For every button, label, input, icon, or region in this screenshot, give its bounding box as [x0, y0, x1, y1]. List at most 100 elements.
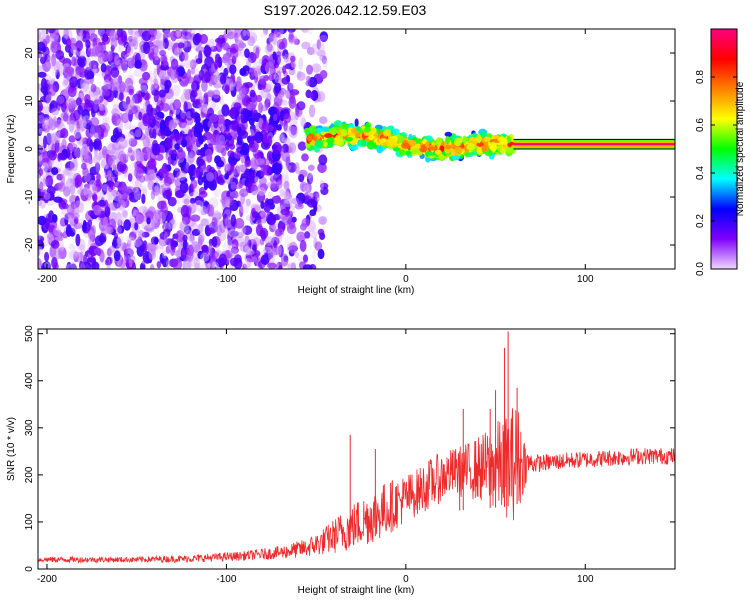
heatmap-cell — [259, 183, 268, 191]
heatmap-cell — [128, 236, 136, 248]
heatmap-cell — [114, 55, 120, 66]
heatmap-cell — [229, 257, 239, 267]
heatmap-cell — [314, 241, 323, 252]
heatmap-cell — [200, 218, 210, 227]
heatmap-cell — [220, 196, 230, 205]
heatmap-cell — [218, 253, 227, 266]
heatmap-cell — [180, 93, 190, 104]
heatmap-cell — [192, 33, 201, 46]
heatmap-cell — [104, 259, 109, 266]
heatmap-cell — [240, 29, 251, 41]
heatmap-cell — [309, 92, 314, 100]
heatmap-cell — [279, 188, 286, 197]
spectrogram-y-tick-label: 0 — [24, 146, 35, 152]
heatmap-cell — [451, 154, 460, 161]
heatmap-cell — [250, 67, 257, 77]
heatmap-cell — [57, 224, 63, 232]
heatmap-cell — [105, 226, 114, 234]
heatmap-cell — [149, 264, 155, 269]
heatmap-cell — [288, 67, 296, 76]
heatmap-cell — [112, 60, 120, 68]
heatmap-cell — [308, 104, 316, 118]
heatmap-cell — [319, 42, 325, 55]
heatmap-cell — [103, 74, 112, 83]
heatmap-cell — [85, 57, 92, 71]
heatmap-cell — [92, 155, 101, 164]
heatmap-cell — [74, 174, 83, 187]
heatmap-cell — [179, 181, 189, 194]
heatmap-cell — [79, 29, 84, 41]
heatmap-cell — [38, 199, 42, 206]
heatmap-cell — [173, 70, 179, 79]
heatmap-cell — [218, 228, 227, 242]
heatmap-cell — [236, 76, 242, 89]
heatmap-cell — [177, 159, 186, 168]
heatmap-cell — [239, 204, 244, 218]
heatmap-cell — [72, 244, 79, 256]
heatmap-cell — [75, 78, 85, 89]
heatmap-cell — [414, 143, 422, 149]
heatmap-cell — [429, 146, 437, 151]
heatmap-cell — [176, 197, 181, 207]
heatmap-cell — [288, 142, 294, 149]
heatmap-cell — [184, 165, 189, 173]
heatmap-cell — [147, 180, 155, 191]
heatmap-cell — [55, 69, 60, 80]
heatmap-cell — [258, 117, 263, 126]
heatmap-cell — [107, 188, 113, 201]
heatmap-cell — [274, 228, 283, 237]
heatmap-cell — [282, 137, 289, 146]
heatmap-cell — [76, 29, 83, 37]
heatmap-cell — [90, 83, 97, 93]
heatmap-cell — [257, 101, 264, 114]
heatmap-cell — [268, 33, 279, 45]
colorbar-ticks: 0.0 0.2 0.4 0.6 0.8 — [695, 70, 737, 276]
heatmap-cell — [191, 81, 198, 92]
heatmap-cell — [139, 244, 145, 252]
heatmap-cell — [283, 190, 290, 203]
heatmap-cell — [126, 44, 134, 56]
heatmap-cell — [158, 144, 165, 154]
heatmap-cell — [317, 162, 327, 174]
heatmap-cell — [296, 71, 306, 81]
heatmap-cell — [101, 169, 106, 179]
heatmap-cell — [445, 135, 450, 145]
heatmap-cell — [321, 55, 327, 65]
heatmap-cell — [190, 89, 196, 103]
heatmap-cell — [260, 254, 270, 266]
heatmap-cell — [133, 209, 139, 217]
heatmap-cell — [53, 119, 64, 129]
heatmap-cell — [213, 187, 221, 198]
heatmap-cell — [183, 198, 190, 205]
heatmap-cell — [153, 68, 158, 79]
heatmap-cell — [147, 206, 156, 217]
heatmap-cell — [156, 62, 161, 76]
spectrogram-y-label: Frequency (Hz) — [6, 115, 17, 184]
heatmap-cell — [102, 184, 110, 192]
heatmap-cell — [251, 256, 258, 263]
heatmap-cell — [311, 249, 317, 262]
heatmap-cell — [316, 49, 326, 57]
colorbar-tick-label: 0.8 — [695, 70, 706, 84]
heatmap-cell — [283, 168, 288, 179]
heatmap-cell — [225, 198, 231, 208]
heatmap-cell — [40, 77, 47, 90]
spectrogram-x-ticks: -200 -100 0 100 — [37, 29, 594, 285]
heatmap-cell — [137, 90, 143, 103]
heatmap-cell — [318, 154, 328, 166]
heatmap-cell — [170, 58, 179, 70]
heatmap-cell — [44, 251, 50, 262]
heatmap-cell — [243, 48, 250, 58]
heatmap-cell — [81, 30, 91, 43]
heatmap-cell — [67, 85, 77, 98]
heatmap-cell — [481, 145, 488, 152]
heatmap-cell — [80, 82, 90, 92]
heatmap-cell — [239, 241, 247, 253]
heatmap-cell — [38, 71, 47, 78]
heatmap-cell — [163, 54, 168, 68]
heatmap-cell — [211, 261, 220, 269]
heatmap-cell — [48, 190, 54, 201]
heatmap-cell — [71, 56, 77, 67]
heatmap-cell — [195, 57, 203, 65]
